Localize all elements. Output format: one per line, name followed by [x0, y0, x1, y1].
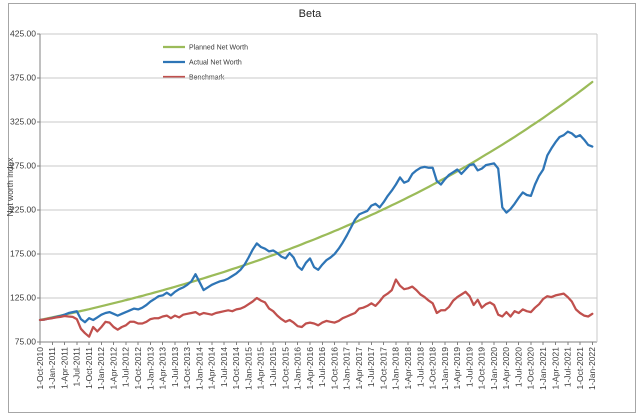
x-tick-label: 1-Oct-2011 — [84, 347, 94, 389]
y-tick-label: 425.00 — [10, 29, 36, 39]
x-tick-label: 1-Jul-2013 — [170, 347, 180, 387]
x-tick-label: 1-Jan-2015 — [243, 347, 253, 390]
x-tick-label: 1-Jul-2020 — [513, 347, 523, 387]
x-tick-label: 1-Apr-2017 — [354, 347, 364, 390]
x-tick-label: 1-Apr-2011 — [59, 347, 69, 389]
x-tick-label: 1-Jul-2012 — [121, 347, 131, 387]
series-planned-net-worth — [38, 80, 594, 322]
x-tick-label: 1-Jan-2017 — [342, 347, 352, 390]
x-tick-label: 1-Apr-2012 — [108, 347, 118, 390]
x-tick-label: 1-Oct-2013 — [182, 347, 192, 390]
chart-border — [8, 3, 636, 413]
x-tick-label: 1-Oct-2019 — [477, 347, 487, 390]
x-tick-label: 1-Jan-2019 — [440, 347, 450, 390]
x-tick-label: 1-Jul-2014 — [219, 347, 229, 387]
y-tick-label: 325.00 — [10, 117, 36, 127]
y-tick-label: 75.00 — [15, 337, 37, 347]
y-tick-label: 375.00 — [10, 73, 36, 83]
x-tick-label: 1-Jan-2011 — [47, 347, 57, 390]
x-tick-label: 1-Oct-2021 — [575, 347, 585, 390]
y-tick-label: 225.00 — [10, 205, 36, 215]
x-tick-label: 1-Jul-2017 — [366, 347, 376, 387]
y-axis-title: Net worth index — [5, 157, 15, 217]
y-tick-label: 125.00 — [10, 293, 36, 303]
x-tick-label: 1-Jul-2016 — [317, 347, 327, 387]
x-tick-label: 1-Jan-2020 — [489, 347, 499, 390]
legend-label: Planned Net Worth — [189, 45, 248, 52]
x-tick-label: 1-Jul-2019 — [464, 347, 474, 387]
x-tick-label: 1-Oct-2020 — [526, 347, 536, 390]
x-tick-label: 1-Jan-2022 — [587, 347, 597, 390]
x-tick-label: 1-Jan-2012 — [96, 347, 106, 390]
x-tick-label: 1-Oct-2018 — [428, 347, 438, 390]
x-tick-label: 1-Apr-2014 — [207, 347, 217, 390]
x-tick-label: 1-Apr-2015 — [256, 347, 266, 390]
x-tick-label: 1-Oct-2015 — [280, 347, 290, 390]
x-tick-label: 1-Apr-2018 — [403, 347, 413, 390]
x-tick-label: 1-Oct-2012 — [133, 347, 143, 390]
x-tick-label: 1-Oct-2010 — [35, 347, 45, 390]
x-tick-label: 1-Apr-2019 — [452, 347, 462, 390]
x-tick-label: 1-Oct-2016 — [329, 347, 339, 390]
x-tick-label: 1-Apr-2021 — [550, 347, 560, 390]
chart-title: Beta — [299, 8, 323, 20]
x-tick-label: 1-Jul-2018 — [415, 347, 425, 387]
x-tick-label: 1-Apr-2016 — [305, 347, 315, 390]
legend-label: Actual Net Worth — [189, 60, 242, 67]
x-tick-label: 1-Jan-2021 — [538, 347, 548, 390]
x-tick-label: 1-Apr-2020 — [501, 347, 511, 390]
x-tick-label: 1-Jan-2016 — [293, 347, 303, 390]
x-tick-label: 1-Jan-2018 — [391, 347, 401, 390]
x-tick-label: 1-Oct-2014 — [231, 347, 241, 390]
x-tick-label: 1-Apr-2013 — [158, 347, 168, 390]
y-tick-label: 175.00 — [10, 249, 36, 259]
x-tick-label: 1-Jul-2015 — [268, 347, 278, 387]
x-tick-label: 1-Jan-2013 — [145, 347, 155, 390]
x-tick-label: 1-Jan-2014 — [194, 347, 204, 390]
x-tick-label: 1-Oct-2017 — [378, 347, 388, 390]
y-tick-label: 275.00 — [10, 161, 36, 171]
series-actual-net-worth — [38, 130, 594, 324]
series-benchmark — [38, 278, 594, 338]
x-tick-label: 1-Jul-2021 — [563, 347, 573, 387]
x-tick-label: 1-Jul-2011 — [72, 347, 82, 387]
